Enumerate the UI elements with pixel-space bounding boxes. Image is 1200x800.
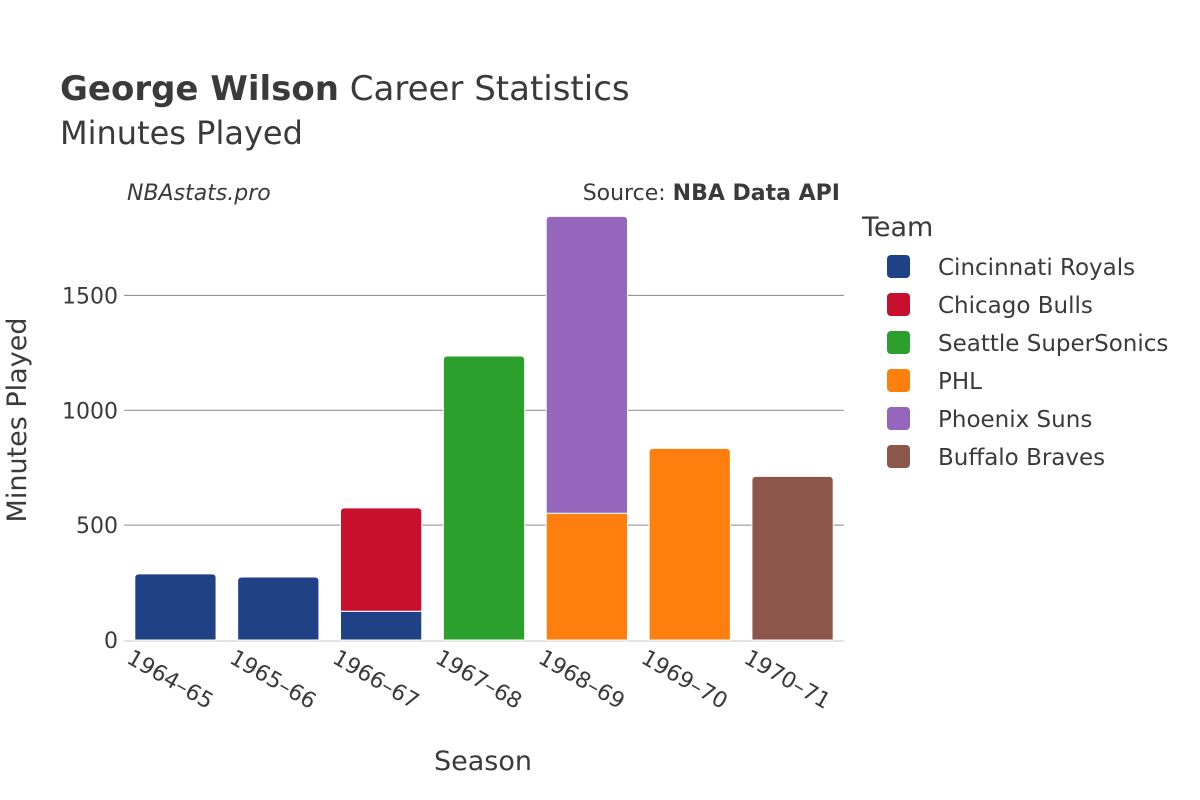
legend-swatch-buffalo-braves — [887, 445, 910, 468]
x-tick-label-1966–67: 1966–67 — [328, 646, 423, 715]
y-axis-title: Minutes Played — [2, 318, 33, 523]
legend-swatch-chicago-bulls — [887, 293, 910, 316]
x-tick-label-1968–69: 1968–69 — [534, 646, 629, 715]
y-axis-ticks: 0 500 1000 1500 — [62, 284, 118, 654]
bar-1964–65-cincinnati-royals — [134, 573, 217, 641]
legend-swatch-cincinnati-royals — [887, 255, 910, 278]
legend-label-phl: PHL — [938, 369, 982, 395]
legend-label-seattle-supersonics: Seattle SuperSonics — [938, 331, 1168, 357]
bar-1970–71-buffalo-braves — [751, 475, 834, 641]
x-tick-label-1967–68: 1967–68 — [431, 646, 526, 715]
x-tick-label-1969–70: 1969–70 — [637, 646, 732, 715]
x-tick-label-1970–71: 1970–71 — [740, 646, 835, 715]
x-axis-ticks: 1964–65 1965–66 1966–67 1967–68 1968–69 1969–… — [122, 646, 834, 715]
legend: Cincinnati Royals Chicago Bulls Seattle Su… — [887, 255, 1168, 471]
legend-label-buffalo-braves: Buffalo Braves — [938, 445, 1105, 471]
bar-1965–66-cincinnati-royals — [237, 576, 320, 641]
bar-1969–70-phl — [648, 447, 731, 641]
x-tick-label-1965–66: 1965–66 — [225, 646, 320, 715]
bar-1966–67-cincinnati-royals — [340, 610, 423, 641]
y-tick-label-500: 500 — [76, 514, 118, 539]
chart-title-rest: Career Statistics — [339, 69, 630, 109]
legend-label-chicago-bulls: Chicago Bulls — [938, 293, 1093, 319]
legend-label-phoenix-suns: Phoenix Suns — [938, 407, 1092, 433]
legend-swatch-phl — [887, 369, 910, 392]
chart-title-player: George Wilson — [60, 69, 339, 109]
watermark: NBAstats.pro — [127, 181, 271, 206]
chart-subtitle: Minutes Played — [60, 114, 303, 152]
legend-label-cincinnati-royals: Cincinnati Royals — [938, 255, 1135, 281]
x-axis-title: Season — [434, 746, 532, 777]
legend-swatch-seattle-supersonics — [887, 331, 910, 354]
source-prefix: Source: — [583, 181, 673, 206]
source-label: Source: NBA Data API — [583, 181, 840, 206]
source-name: NBA Data API — [673, 181, 840, 206]
x-tick-label-1964–65: 1964–65 — [122, 646, 217, 715]
y-tick-label-1500: 1500 — [62, 284, 118, 309]
bar-1967–68-seattle-supersonics — [442, 355, 526, 641]
legend-swatch-phoenix-suns — [887, 407, 910, 430]
chart-title: George Wilson Career Statistics — [60, 69, 630, 109]
y-tick-label-1000: 1000 — [62, 399, 118, 424]
y-tick-label-0: 0 — [104, 629, 118, 654]
bar-1968–69-phl — [545, 512, 628, 641]
bar-1968–69-phoenix-suns — [545, 215, 628, 514]
legend-title: Team — [861, 212, 933, 243]
bars — [134, 215, 834, 641]
bar-1966–67-chicago-bulls — [340, 507, 423, 612]
